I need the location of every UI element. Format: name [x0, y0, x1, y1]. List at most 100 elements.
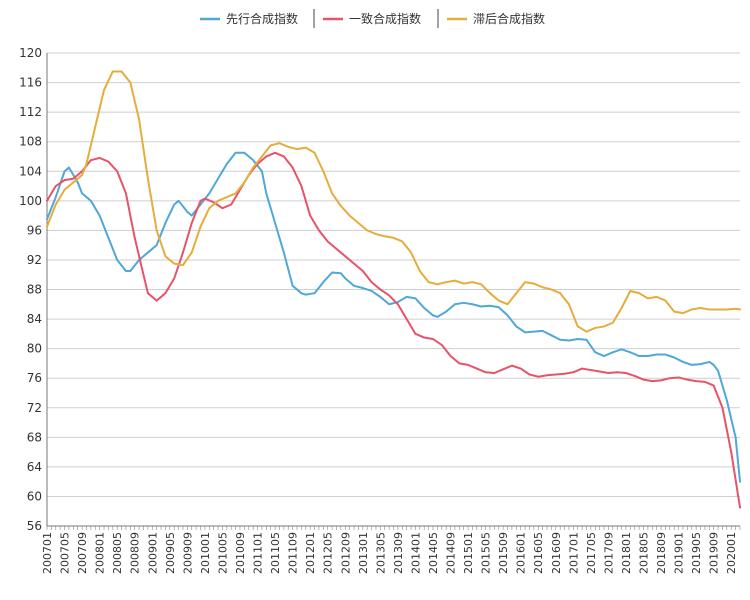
data-point — [278, 142, 281, 145]
data-point — [212, 201, 215, 204]
data-point — [164, 255, 167, 258]
data-point — [537, 375, 540, 378]
legend-label: 先行合成指数 — [226, 11, 298, 26]
data-point — [638, 292, 641, 295]
data-point — [234, 151, 237, 154]
data-point — [546, 374, 548, 377]
data-point — [164, 292, 167, 295]
data-point — [331, 271, 333, 274]
x-tick-label: 201201 — [304, 532, 317, 574]
data-point — [686, 378, 689, 381]
x-tick-label: 201009 — [234, 532, 247, 574]
data-point — [690, 363, 693, 366]
x-tick-label: 200809 — [129, 532, 142, 574]
data-point — [699, 307, 702, 309]
data-point — [423, 307, 426, 309]
data-point — [717, 308, 719, 311]
data-point — [664, 299, 667, 302]
data-point — [103, 89, 105, 91]
data-point — [353, 284, 355, 287]
data-point — [541, 329, 544, 332]
data-point — [677, 376, 680, 379]
data-point — [326, 240, 329, 243]
data-point — [594, 351, 597, 354]
data-point — [646, 297, 649, 300]
x-tick-label: 201505 — [480, 532, 493, 574]
data-point — [54, 196, 57, 199]
x-tick-label: 201809 — [655, 532, 668, 574]
legend-label: 一致合成指数 — [349, 11, 421, 26]
legend-item-1[interactable]: 先行合成指数 — [200, 11, 298, 26]
y-tick-label: 56 — [27, 519, 42, 533]
data-point — [708, 361, 711, 363]
data-point — [585, 330, 588, 333]
data-point — [225, 196, 228, 199]
data-point — [383, 235, 386, 238]
data-point — [405, 318, 408, 320]
data-point — [155, 299, 158, 302]
data-point — [423, 336, 426, 339]
data-point — [629, 290, 632, 292]
data-point — [559, 338, 562, 341]
data-point — [296, 148, 298, 150]
data-point — [63, 170, 66, 173]
x-tick-label: 201405 — [427, 532, 440, 574]
x-tick-label: 200905 — [164, 532, 177, 574]
data-point — [739, 480, 741, 483]
y-tick-label: 100 — [19, 194, 42, 208]
data-point — [252, 159, 255, 162]
data-point — [629, 351, 632, 354]
data-point — [414, 332, 417, 335]
legend-item-3[interactable]: 滞后合成指数 — [447, 11, 545, 26]
data-point — [436, 315, 439, 318]
data-point — [370, 290, 373, 292]
data-point — [532, 330, 535, 333]
data-point — [725, 308, 728, 311]
data-point — [208, 207, 211, 210]
x-tick-label: 200709 — [76, 532, 89, 574]
data-point — [620, 348, 623, 351]
data-point — [454, 279, 456, 282]
x-tick-label: 201209 — [339, 532, 352, 574]
data-point — [519, 367, 522, 370]
x-tick-label: 201409 — [445, 532, 458, 574]
data-point — [81, 174, 83, 176]
data-point — [480, 283, 483, 286]
data-point — [252, 166, 255, 169]
data-point — [515, 325, 518, 328]
data-point — [449, 355, 452, 357]
data-point — [673, 310, 676, 313]
data-point — [388, 303, 391, 306]
y-tick-label: 120 — [19, 46, 42, 60]
data-point — [274, 151, 276, 154]
x-tick-label: 201301 — [357, 532, 370, 574]
data-point — [304, 293, 307, 296]
data-point — [462, 301, 465, 304]
data-point — [366, 229, 369, 232]
data-point — [440, 344, 443, 346]
data-point — [603, 355, 605, 357]
x-tick-label: 201205 — [322, 532, 335, 574]
legend-label: 滞后合成指数 — [473, 11, 545, 26]
data-point — [142, 273, 145, 276]
data-point — [125, 270, 127, 272]
x-tick-label: 200801 — [94, 532, 107, 574]
data-point — [300, 292, 303, 295]
data-point — [199, 199, 202, 202]
data-point — [445, 281, 448, 284]
data-point — [480, 305, 483, 308]
data-point — [46, 225, 48, 228]
data-point — [133, 236, 136, 239]
data-point — [616, 371, 619, 374]
legend-item-2[interactable]: 一致合成指数 — [323, 11, 421, 26]
data-point — [576, 338, 579, 340]
data-point — [471, 303, 474, 306]
data-point — [313, 151, 316, 154]
data-point — [568, 303, 570, 306]
data-point — [313, 292, 316, 295]
y-tick-label: 64 — [27, 460, 42, 474]
data-point — [418, 270, 421, 272]
data-point — [524, 331, 526, 334]
data-point — [660, 379, 662, 382]
data-point — [462, 282, 465, 285]
